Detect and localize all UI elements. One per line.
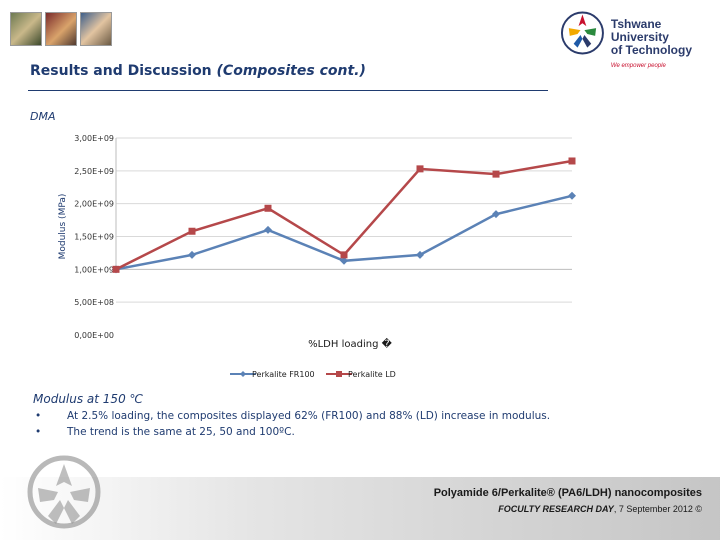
logo-line-1: Tshwane University [610, 17, 669, 44]
logo-tagline: We empower people [610, 63, 666, 69]
legend-label: Perkalite FR100 [252, 370, 315, 379]
footer-subtitle: FOCULTY RESEARCH DAY, 7 September 2012 © [498, 504, 702, 514]
y-axis-title: Modulus (MPa) [58, 194, 68, 260]
data-point [416, 165, 424, 173]
logo-wordmark: Tshwane University of Technology We empo… [611, 18, 720, 73]
note-item: • At 2.5% loading, the composites displa… [33, 408, 550, 424]
notes-heading: Modulus at 150 ℃ [33, 392, 143, 406]
notes-block: Modulus at 150 ℃ • At 2.5% loading, the … [33, 392, 550, 440]
photo-students-3 [80, 12, 112, 46]
y-tick-label: 2,00E+09 [74, 200, 114, 209]
data-point [112, 265, 120, 273]
data-point [568, 191, 576, 200]
photo-students-2 [45, 12, 77, 46]
section-label: DMA [30, 110, 56, 123]
data-point [568, 157, 576, 165]
data-point [264, 225, 272, 234]
slide-title-sub: (Composites cont.) [216, 63, 366, 79]
x-axis-title: %LDH loading � [308, 337, 393, 350]
data-point [264, 204, 272, 212]
data-point [188, 227, 196, 235]
legend-marker [240, 371, 246, 377]
header-photo-strip [10, 12, 112, 46]
note-text: The trend is the same at 25, 50 and 100º… [67, 426, 295, 438]
logo-line-2: of Technology [610, 43, 692, 57]
y-tick-label: 5,00E+08 [74, 298, 114, 307]
data-point [340, 251, 348, 259]
data-point [492, 170, 500, 178]
y-tick-label: 3,00E+09 [74, 134, 114, 143]
tut-crest-icon [560, 11, 604, 55]
data-point [492, 210, 500, 219]
bullet-icon: • [35, 410, 42, 422]
data-point [340, 256, 348, 265]
footer-band [0, 477, 720, 540]
data-point [416, 250, 424, 259]
y-tick-label: 1,00E+09 [74, 265, 114, 274]
y-tick-label: 0,00E+00 [74, 331, 114, 340]
y-tick-label: 2,50E+09 [74, 167, 114, 176]
y-tick-label: 1,50E+09 [74, 233, 114, 242]
bullet-icon: • [35, 426, 42, 438]
legend-label: Perkalite LD [348, 370, 396, 379]
x-axis-title-glyph: � [382, 337, 393, 350]
footer-date: , 7 September 2012 © [613, 504, 702, 514]
legend-marker [336, 371, 342, 377]
tut-emblem-watermark-icon [27, 455, 101, 529]
data-point [188, 250, 196, 259]
footer-event: FOCULTY RESEARCH DAY [498, 504, 614, 514]
slide-title-main: Results and Discussion [30, 63, 212, 79]
footer-title: Polyamide 6/Perkalite® (PA6/LDH) nanocom… [433, 487, 702, 499]
note-item: • The trend is the same at 25, 50 and 10… [33, 424, 550, 440]
photo-students-1 [10, 12, 42, 46]
note-text: At 2.5% loading, the composites displaye… [67, 410, 551, 422]
university-logo: Tshwane University of Technology We empo… [560, 10, 720, 73]
title-divider [28, 90, 548, 91]
slide-title: Results and Discussion (Composites cont.… [30, 63, 366, 79]
